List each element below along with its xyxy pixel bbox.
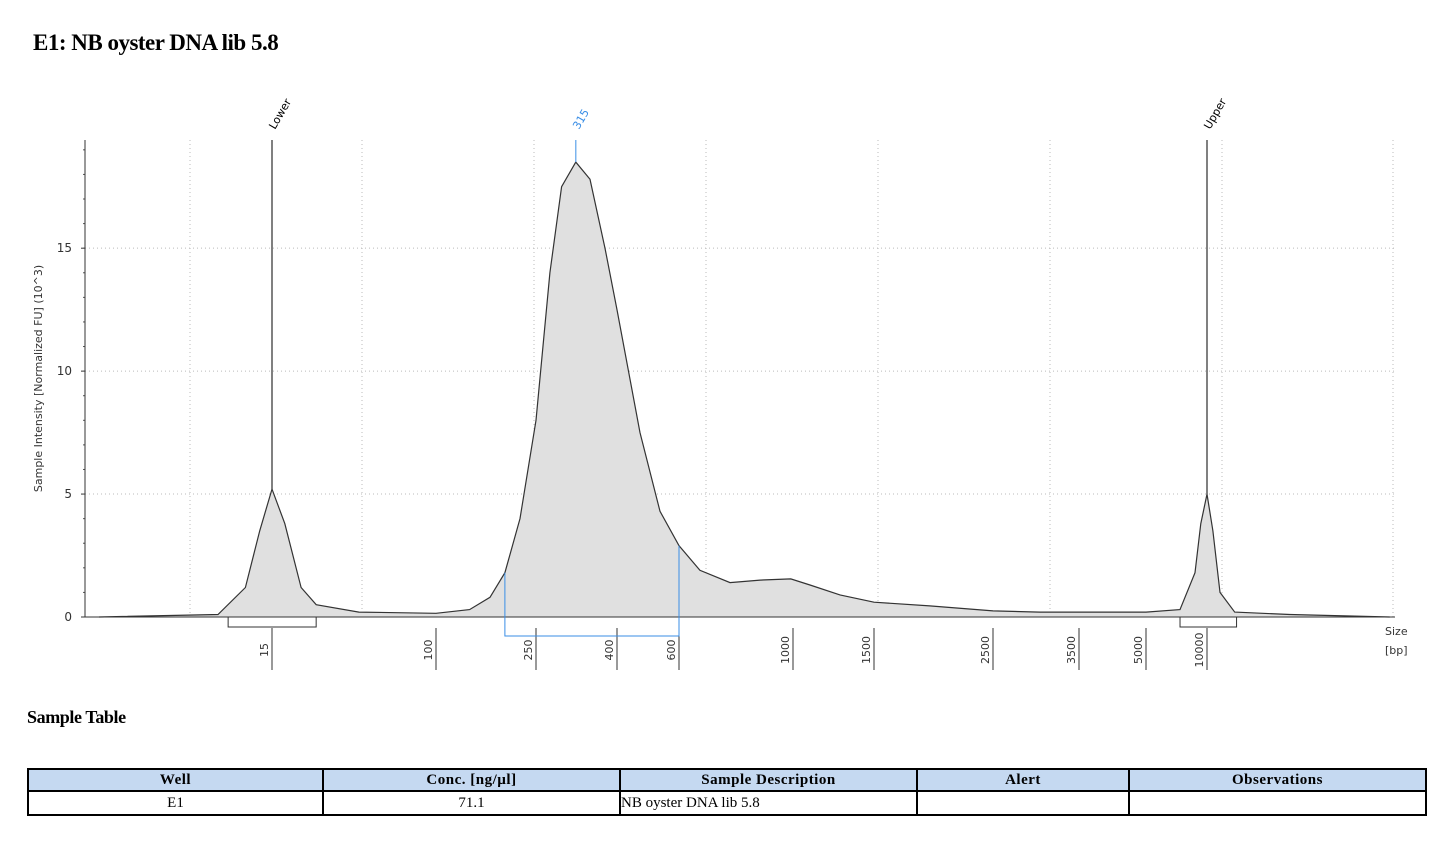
x-tick-label: 2500 (979, 636, 992, 664)
x-tick-label: 15 (258, 643, 271, 657)
marker-label: Upper (1201, 96, 1229, 132)
x-tick-label: 10000 (1193, 633, 1206, 668)
header-row: Well Conc. [ng/µl] Sample Description Al… (27, 768, 1427, 792)
x-tick-label: 400 (603, 640, 616, 661)
cell (1128, 790, 1427, 816)
x-tick-label: 600 (665, 640, 678, 661)
column-header: Sample Description (619, 768, 918, 792)
y-axis-label: Sample Intensity [Normalized FU] (10^3) (32, 265, 45, 492)
sample-table: Well Conc. [ng/µl] Sample Description Al… (27, 768, 1427, 816)
cell: 71.1 (322, 790, 621, 816)
y-tick-label: 10 (57, 364, 72, 378)
trace (98, 161, 1390, 618)
cell: NB oyster DNA lib 5.8 (619, 790, 918, 816)
marker-label: 315 (570, 107, 592, 132)
x-axis-unit: [bp] (1385, 644, 1408, 657)
x-tick-label: 250 (522, 640, 535, 661)
chart: 0 5 10 15 Sample Intensity [Normalized FU] (… (32, 96, 1408, 670)
x-tick-label: 5000 (1132, 636, 1145, 664)
marker-range (227, 617, 317, 628)
x-tick-label: 1500 (860, 636, 873, 664)
marker-range (1179, 617, 1238, 628)
x-tick-label: 1000 (779, 636, 792, 664)
region-bracket (504, 545, 680, 637)
column-header: Well (27, 768, 324, 792)
column-header: Alert (916, 768, 1130, 792)
marker-label: Lower (266, 96, 294, 131)
y-tick-label: 15 (57, 241, 72, 255)
y-tick-label: 5 (64, 487, 72, 501)
x-tick-label: 100 (422, 640, 435, 661)
x-tick-label: 3500 (1065, 636, 1078, 664)
page-title: E1: NB oyster DNA lib 5.8 (33, 30, 279, 55)
section-title: Sample Table (27, 707, 126, 727)
column-header: Observations (1128, 768, 1427, 792)
cell: E1 (27, 790, 324, 816)
y-tick-label: 0 (64, 610, 72, 624)
x-axis-label: Size (1385, 625, 1408, 638)
cell (916, 790, 1130, 816)
data-row: E1 71.1 NB oyster DNA lib 5.8 (27, 790, 1427, 816)
column-header: Conc. [ng/µl] (322, 768, 621, 792)
